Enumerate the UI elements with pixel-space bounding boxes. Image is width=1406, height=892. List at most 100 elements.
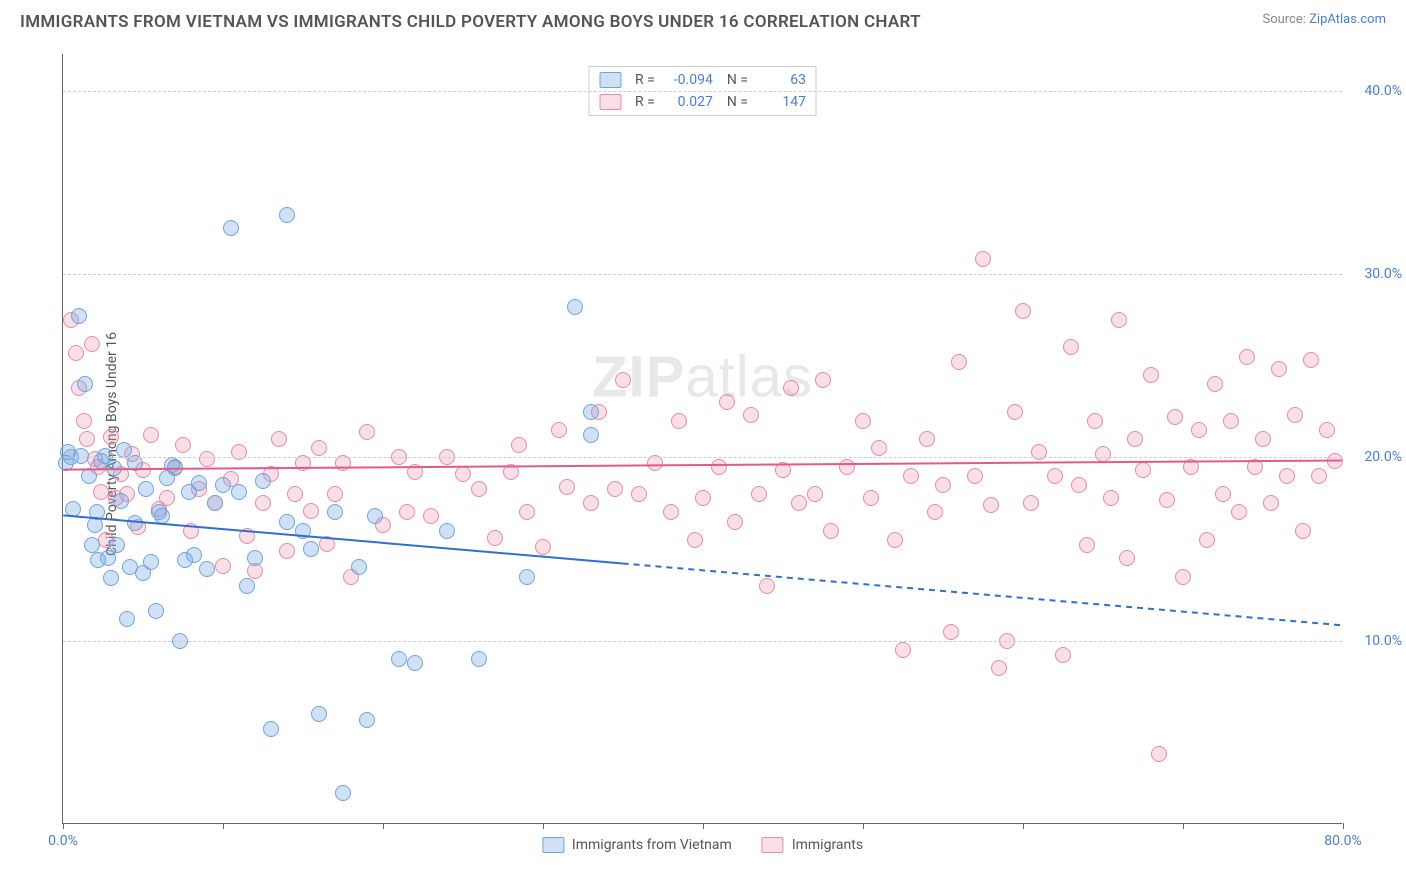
scatter-point-vietnam	[151, 504, 167, 520]
scatter-point-immigrants	[927, 504, 943, 520]
scatter-point-immigrants	[871, 440, 887, 456]
scatter-point-immigrants	[1311, 468, 1327, 484]
scatter-point-vietnam	[127, 515, 143, 531]
r-value-vietnam: -0.094	[663, 72, 713, 88]
scatter-point-immigrants	[1287, 407, 1303, 423]
scatter-point-immigrants	[967, 468, 983, 484]
scatter-point-immigrants	[1127, 431, 1143, 447]
scatter-point-immigrants	[919, 431, 935, 447]
scatter-point-immigrants	[199, 451, 215, 467]
scatter-point-vietnam	[71, 308, 87, 324]
scatter-point-vietnam	[367, 508, 383, 524]
scatter-point-immigrants	[943, 624, 959, 640]
scatter-point-immigrants	[1191, 422, 1207, 438]
scatter-point-immigrants	[68, 345, 84, 361]
scatter-point-vietnam	[159, 470, 175, 486]
scatter-point-vietnam	[113, 493, 129, 509]
scatter-point-immigrants	[1175, 569, 1191, 585]
scatter-point-immigrants	[511, 437, 527, 453]
scatter-point-immigrants	[79, 431, 95, 447]
scatter-point-immigrants	[215, 558, 231, 574]
scatter-point-immigrants	[1023, 495, 1039, 511]
scatter-point-immigrants	[751, 486, 767, 502]
scatter-point-vietnam	[138, 481, 154, 497]
scatter-point-vietnam	[247, 550, 263, 566]
scatter-point-immigrants	[84, 336, 100, 352]
scatter-point-vietnam	[65, 501, 81, 517]
source-link[interactable]: ZipAtlas.com	[1309, 12, 1386, 27]
legend-item-vietnam: Immigrants from Vietnam	[542, 837, 732, 853]
scatter-point-immigrants	[791, 495, 807, 511]
scatter-point-vietnam	[255, 473, 271, 489]
legend-label-vietnam: Immigrants from Vietnam	[572, 837, 732, 853]
source-attribution: Source: ZipAtlas.com	[1262, 12, 1386, 27]
scatter-point-vietnam	[351, 559, 367, 575]
scatter-point-immigrants	[76, 413, 92, 429]
scatter-point-vietnam	[239, 578, 255, 594]
scatter-point-immigrants	[815, 372, 831, 388]
scatter-point-immigrants	[983, 497, 999, 513]
scatter-point-immigrants	[535, 539, 551, 555]
scatter-point-immigrants	[783, 380, 799, 396]
scatter-point-immigrants	[975, 251, 991, 267]
x-tick-label: 0.0%	[48, 833, 78, 849]
scatter-point-immigrants	[863, 490, 879, 506]
scatter-point-immigrants	[1135, 462, 1151, 478]
n-label: N =	[727, 94, 748, 110]
chart-container: Child Poverty Among Boys Under 16 ZIPatl…	[20, 44, 1386, 844]
scatter-point-immigrants	[559, 479, 575, 495]
scatter-point-vietnam	[103, 570, 119, 586]
scatter-point-immigrants	[239, 528, 255, 544]
scatter-point-immigrants	[1063, 339, 1079, 355]
watermark-light: atlas	[685, 344, 813, 409]
legend-label-immigrants: Immigrants	[792, 837, 863, 853]
scatter-point-immigrants	[1279, 468, 1295, 484]
scatter-point-immigrants	[719, 394, 735, 410]
scatter-point-immigrants	[319, 536, 335, 552]
scatter-point-immigrants	[503, 464, 519, 480]
scatter-point-vietnam	[391, 651, 407, 667]
scatter-point-immigrants	[583, 495, 599, 511]
scatter-point-immigrants	[895, 642, 911, 658]
scatter-point-immigrants	[631, 486, 647, 502]
scatter-point-vietnam	[335, 785, 351, 801]
scatter-point-immigrants	[1327, 453, 1343, 469]
r-label: R =	[635, 72, 655, 88]
scatter-point-immigrants	[1303, 352, 1319, 368]
scatter-point-immigrants	[1151, 746, 1167, 762]
scatter-point-vietnam	[215, 477, 231, 493]
scatter-point-immigrants	[1047, 468, 1063, 484]
scatter-point-vietnam	[77, 376, 93, 392]
scatter-point-vietnam	[116, 442, 132, 458]
swatch-vietnam	[542, 837, 564, 853]
scatter-point-vietnam	[439, 523, 455, 539]
scatter-point-immigrants	[103, 429, 119, 445]
scatter-point-immigrants	[311, 440, 327, 456]
scatter-point-immigrants	[1159, 492, 1175, 508]
scatter-point-immigrants	[399, 504, 415, 520]
gridline	[63, 457, 1342, 458]
scatter-point-immigrants	[687, 532, 703, 548]
r-label: R =	[635, 94, 655, 110]
scatter-point-vietnam	[263, 721, 279, 737]
x-tick-label: 80.0%	[1324, 833, 1362, 849]
scatter-point-immigrants	[935, 477, 951, 493]
gridline	[63, 274, 1342, 275]
scatter-point-immigrants	[1015, 303, 1031, 319]
scatter-point-immigrants	[607, 481, 623, 497]
scatter-point-immigrants	[1087, 413, 1103, 429]
scatter-point-immigrants	[519, 504, 535, 520]
scatter-point-immigrants	[727, 514, 743, 530]
scatter-point-immigrants	[839, 459, 855, 475]
scatter-point-immigrants	[1071, 477, 1087, 493]
scatter-point-immigrants	[183, 523, 199, 539]
scatter-point-immigrants	[551, 422, 567, 438]
legend-item-immigrants: Immigrants	[762, 837, 863, 853]
scatter-point-immigrants	[1207, 376, 1223, 392]
scatter-point-immigrants	[359, 424, 375, 440]
scatter-point-vietnam	[181, 484, 197, 500]
scatter-point-vietnam	[122, 559, 138, 575]
scatter-point-vietnam	[327, 504, 343, 520]
scatter-point-immigrants	[855, 413, 871, 429]
scatter-point-immigrants	[487, 530, 503, 546]
